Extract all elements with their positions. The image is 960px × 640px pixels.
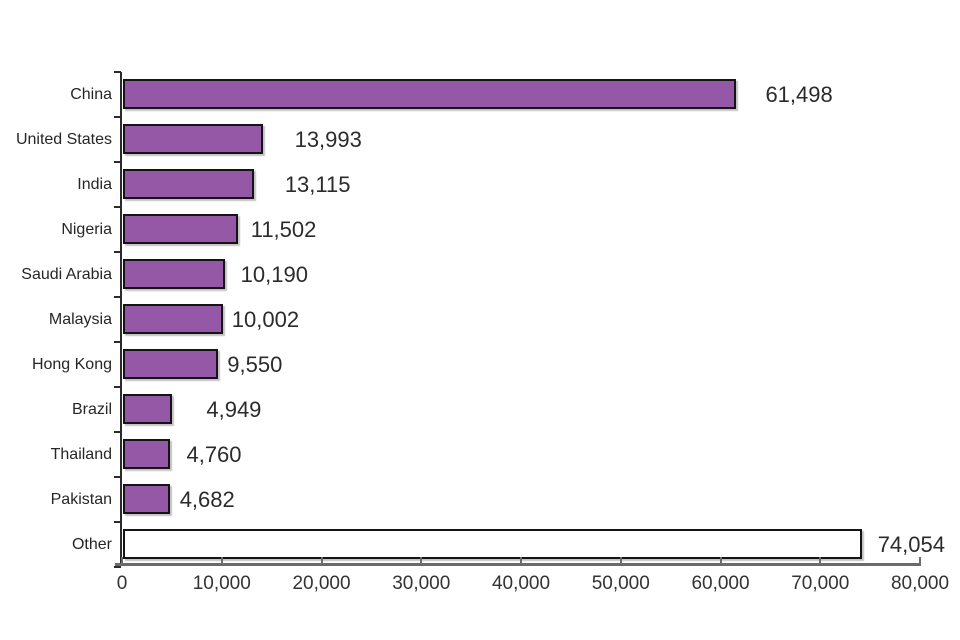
category-label: Nigeria <box>61 221 112 238</box>
category-label: Malaysia <box>48 311 112 328</box>
value-label: 4,682 <box>179 487 235 512</box>
y-tick-mark <box>114 431 121 433</box>
x-tick-label: 80,000 <box>890 573 950 594</box>
x-tick-mark <box>520 557 522 564</box>
value-label: 10,190 <box>240 262 308 287</box>
x-tick-label: 30,000 <box>392 573 451 594</box>
y-axis <box>120 72 122 565</box>
value-label: 4,949 <box>206 397 262 422</box>
bar <box>123 304 223 334</box>
bar <box>123 529 862 559</box>
category-label: Other <box>71 536 112 553</box>
x-tick-mark <box>121 557 123 564</box>
value-label: 10,002 <box>231 307 300 332</box>
value-label: 13,115 <box>284 172 351 197</box>
value-label: 11,502 <box>250 217 317 242</box>
y-tick-mark <box>114 206 121 208</box>
value-label: 9,550 <box>227 352 283 377</box>
category-label: Thailand <box>50 446 112 463</box>
bar <box>123 169 254 199</box>
x-tick-mark <box>819 557 822 564</box>
value-label: 13,993 <box>294 127 362 152</box>
x-tick-label: 70,000 <box>791 573 850 594</box>
y-tick-mark <box>114 251 121 253</box>
x-tick-label: 20,000 <box>292 573 351 594</box>
y-tick-mark <box>114 566 121 568</box>
y-tick-mark <box>114 476 121 478</box>
bar <box>123 349 219 379</box>
category-label: India <box>77 176 112 193</box>
bar <box>123 79 737 109</box>
x-tick-label: 60,000 <box>691 573 750 594</box>
bar <box>123 394 173 424</box>
category-label: United States <box>15 131 112 148</box>
y-tick-mark <box>114 386 121 388</box>
bar <box>123 484 170 514</box>
y-tick-mark <box>114 341 121 343</box>
x-tick-mark <box>320 557 323 564</box>
bar <box>123 439 171 469</box>
category-label: Saudi Arabia <box>21 266 112 283</box>
x-tick-label: 40,000 <box>491 573 551 594</box>
x-tick-mark <box>919 557 921 564</box>
x-tick-mark <box>420 557 423 564</box>
y-tick-mark <box>114 116 121 118</box>
y-tick-mark <box>114 521 121 523</box>
value-label: 74,054 <box>877 532 945 557</box>
y-tick-mark <box>114 296 121 298</box>
bar <box>123 124 263 154</box>
y-tick-mark <box>114 161 121 163</box>
category-label: Brazil <box>71 401 112 418</box>
value-label: 61,498 <box>765 82 833 107</box>
x-tick-label: 50,000 <box>591 573 650 594</box>
value-label: 4,760 <box>186 442 242 467</box>
x-tick-label: 0 <box>116 573 128 594</box>
y-tick-mark <box>114 71 121 73</box>
x-axis <box>115 563 921 566</box>
x-tick-mark <box>619 557 622 564</box>
category-label: Pakistan <box>50 491 112 508</box>
category-label: Hong Kong <box>31 356 112 373</box>
category-label: China <box>70 86 112 103</box>
x-tick-mark <box>220 557 223 564</box>
bar <box>123 259 225 289</box>
x-tick-label: 10,000 <box>192 573 251 594</box>
x-tick-mark <box>719 557 722 564</box>
bar <box>123 214 238 244</box>
